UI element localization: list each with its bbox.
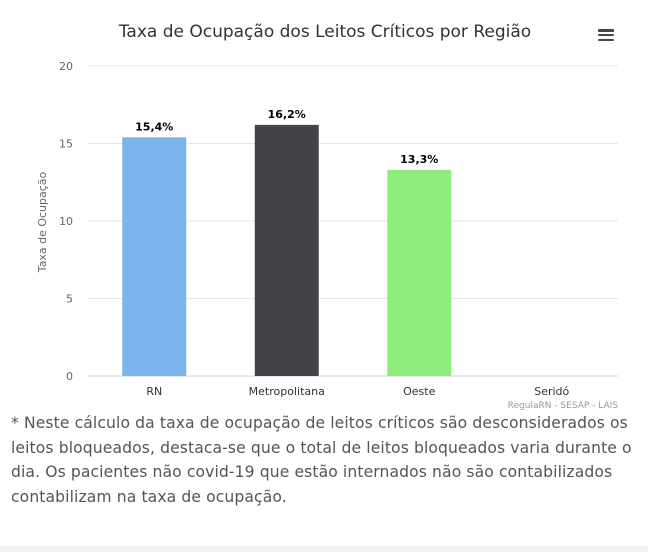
data-label: 16,2% (268, 108, 306, 121)
bars (122, 124, 452, 377)
bar[interactable] (254, 124, 319, 377)
y-tick-label: 5 (66, 293, 73, 306)
data-label: 13,3% (400, 153, 438, 166)
y-tick-label: 20 (59, 60, 73, 73)
data-labels: 15,4% 16,2% 13,3% (135, 108, 438, 166)
bar[interactable] (387, 169, 452, 376)
chart-title: Taxa de Ocupação dos Leitos Críticos por… (118, 22, 531, 42)
bar[interactable] (122, 137, 187, 376)
x-tick-label: Oeste (403, 385, 435, 398)
chart-credits[interactable]: RegulaRN - SESAP - LAIS (508, 401, 619, 411)
x-axis-ticks: RN Metropolitana Oeste Seridó (146, 385, 569, 398)
y-tick-label: 15 (59, 138, 73, 151)
x-tick-label: RN (146, 385, 162, 398)
y-axis-title: Taxa de Ocupação (36, 171, 49, 273)
data-label: 15,4% (135, 120, 173, 133)
hamburger-menu-icon (598, 29, 614, 32)
footnote-text: * Neste cálculo da taxa de ocupação de l… (11, 414, 632, 506)
hamburger-menu-icon-bar (598, 38, 614, 42)
hamburger-menu-icon-bar (598, 33, 614, 37)
bar-chart: Taxa de Ocupação dos Leitos Críticos por… (36, 22, 619, 411)
x-tick-label: Seridó (534, 385, 569, 398)
chart-container: Taxa de Ocupação dos Leitos Críticos por… (36, 22, 619, 411)
x-tick-label: Metropolitana (249, 385, 325, 398)
y-axis-ticks: 0 5 10 15 20 (59, 60, 73, 383)
y-tick-label: 0 (66, 370, 73, 383)
chart-menu-button[interactable] (594, 26, 618, 44)
bottom-divider (0, 546, 648, 552)
y-tick-label: 10 (59, 215, 73, 228)
